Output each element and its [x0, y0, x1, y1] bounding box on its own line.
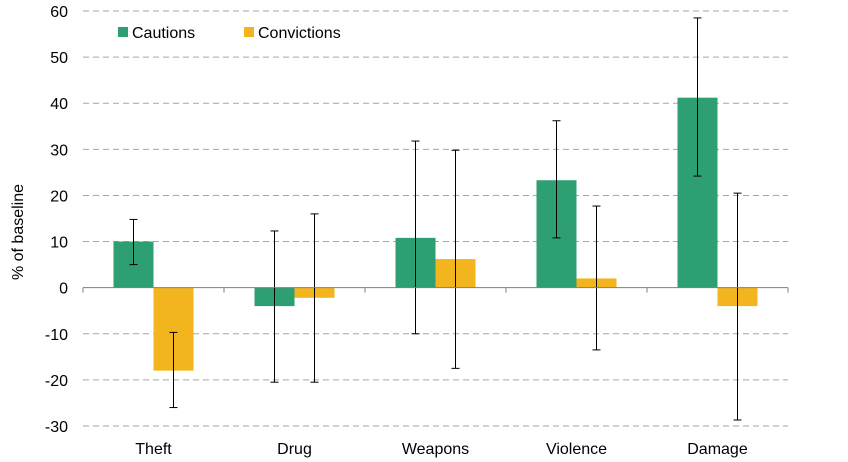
category-label-theft: Theft: [135, 441, 172, 458]
convictions-error-bar-drug: [310, 213, 319, 383]
cautions-error-bar-violence: [552, 120, 561, 239]
category-label-damage: Damage: [687, 441, 748, 458]
legend-label: Cautions: [132, 25, 195, 42]
y-tick-label: -30: [45, 419, 68, 436]
category-label-violence: Violence: [546, 441, 607, 458]
cautions-error-bar-theft: [129, 218, 138, 266]
legend-item-cautions: Cautions: [118, 25, 195, 42]
cautions-error-bar-drug: [270, 230, 279, 383]
y-tick-label: 50: [50, 50, 68, 67]
y-tick-label: -10: [45, 327, 68, 344]
y-tick-label: 10: [50, 235, 68, 252]
convictions-error-bar-damage: [733, 192, 742, 421]
convictions-error-bar-violence: [592, 205, 601, 351]
y-tick-label: 60: [50, 4, 68, 21]
cautions-error-bar-damage: [693, 17, 702, 177]
legend: Cautions Convictions: [118, 25, 341, 42]
y-tick-label: 0: [59, 281, 68, 298]
legend-item-convictions: Convictions: [244, 25, 341, 42]
x-axis: [82, 287, 789, 293]
error-bars: [129, 17, 742, 421]
y-tick-label: 20: [50, 188, 68, 205]
legend-swatch: [118, 27, 128, 37]
y-tick-label: 30: [50, 142, 68, 159]
category-labels: Theft Drug Weapons Violence Damage: [135, 441, 748, 458]
y-tick-labels: 60 50 40 30 20 10 0 -10 -20 -30: [45, 4, 68, 436]
y-axis-title: % of baseline: [10, 184, 27, 280]
convictions-error-bar-theft: [169, 331, 178, 409]
cautions-error-bar-weapons: [411, 140, 420, 335]
legend-label: Convictions: [258, 25, 341, 42]
category-label-weapons: Weapons: [402, 441, 469, 458]
y-tick-label: 40: [50, 96, 68, 113]
convictions-error-bar-weapons: [451, 149, 460, 369]
legend-swatch: [244, 27, 254, 37]
y-tick-label: -20: [45, 373, 68, 390]
category-label-drug: Drug: [277, 441, 312, 458]
bars: [113, 97, 758, 371]
